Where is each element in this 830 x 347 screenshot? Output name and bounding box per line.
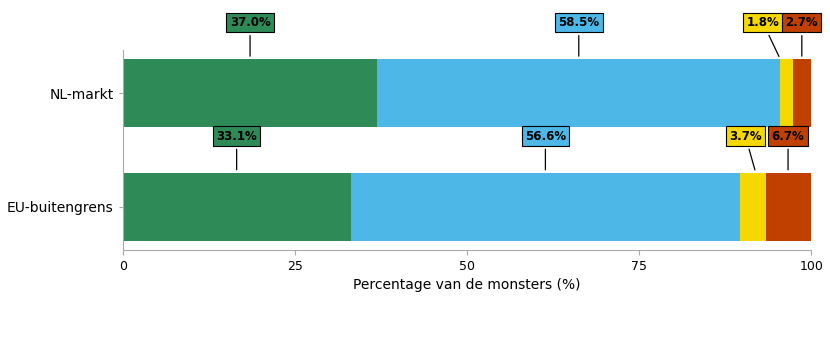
Text: 56.6%: 56.6%	[525, 130, 566, 170]
Bar	[766, 172, 812, 241]
X-axis label: Percentage van de monsters (%): Percentage van de monsters (%)	[354, 278, 581, 292]
Text: 58.5%: 58.5%	[559, 16, 599, 56]
Bar	[378, 59, 780, 127]
Legend: < detectiegrens, ≤ MRL, binnen meetonzekerheid, overschrijding MRL: < detectiegrens, ≤ MRL, binnen meetonzek…	[146, 340, 788, 347]
Text: 33.1%: 33.1%	[217, 130, 257, 170]
Bar	[123, 172, 350, 241]
Bar	[793, 59, 811, 127]
Bar	[350, 172, 740, 241]
Bar	[780, 59, 793, 127]
Text: 2.7%: 2.7%	[785, 16, 818, 56]
Text: 3.7%: 3.7%	[729, 130, 762, 170]
Text: 1.8%: 1.8%	[746, 16, 779, 57]
Bar	[123, 59, 378, 127]
Text: 37.0%: 37.0%	[230, 16, 271, 56]
Text: 6.7%: 6.7%	[772, 130, 804, 170]
Bar	[740, 172, 766, 241]
